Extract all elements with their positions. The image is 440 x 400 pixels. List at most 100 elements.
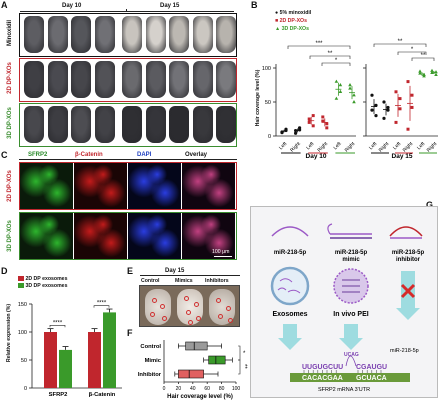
header-overlay: Overlay xyxy=(185,152,208,158)
block-x-icon xyxy=(400,283,416,299)
legend-swatch-3d xyxy=(18,283,24,289)
mouse-photo xyxy=(94,106,115,143)
data-point xyxy=(382,116,386,120)
day10-label: Day 10 xyxy=(306,153,327,160)
x-axis-label: Hair coverage level (%) xyxy=(167,394,233,400)
data-point xyxy=(307,120,311,124)
microscopy-image xyxy=(182,213,235,259)
data-point xyxy=(338,83,343,87)
data-point xyxy=(418,69,422,73)
data-point xyxy=(370,108,374,112)
y-tick-label: 100 xyxy=(262,66,271,72)
x-tick-label: Right xyxy=(378,141,391,154)
y-tick-label: Mimic xyxy=(145,358,162,364)
microscopy-image xyxy=(74,213,127,259)
significance-label: * xyxy=(243,351,246,357)
col-inhibitors: Inhibitors xyxy=(205,278,229,284)
mouse-photo xyxy=(169,61,189,98)
sig-bracket xyxy=(238,345,241,361)
y-tick-label: 0 xyxy=(24,386,27,392)
sig-bracket xyxy=(93,305,110,308)
mrna-strand xyxy=(290,373,410,382)
header-bcatenin: β-Catenin xyxy=(75,152,103,158)
mirna-hairpin xyxy=(271,226,309,237)
data-point xyxy=(410,105,414,109)
x-tick-label: 60 xyxy=(204,386,210,392)
significance-label: * xyxy=(335,58,338,64)
mouse-control xyxy=(145,289,171,325)
mouse-photo xyxy=(216,16,236,53)
hair-spot-marker xyxy=(194,302,199,307)
row-label-minoxidil: Minoxidil xyxy=(7,20,13,46)
bar xyxy=(44,332,57,388)
panel-e-label: E xyxy=(127,266,134,276)
data-point xyxy=(386,108,390,112)
sig-bracket xyxy=(397,51,427,55)
data-point xyxy=(422,72,426,76)
y-tick-label: 50 xyxy=(21,358,27,364)
panel-g-label: G xyxy=(426,200,434,210)
x-tick-label: 0 xyxy=(163,386,166,392)
hair-spot-marker xyxy=(184,296,189,301)
data-point xyxy=(398,107,402,111)
arrow-pei-icon xyxy=(339,324,363,350)
data-point xyxy=(280,131,284,135)
mouse-photo xyxy=(192,16,213,53)
col-control: Control xyxy=(141,278,160,284)
y-tick-label: Inhibitor xyxy=(138,372,162,378)
row-label-2d: 2D DP-XOs xyxy=(7,62,13,94)
hair-spot-marker xyxy=(186,310,191,315)
microscopy-image xyxy=(74,163,127,209)
microscopy-image xyxy=(128,163,181,209)
x-tick-label: Right xyxy=(289,141,302,154)
data-point xyxy=(325,122,329,126)
x-tick-label: Left xyxy=(305,141,316,152)
col-g-mir: miR-218-5p xyxy=(274,250,307,256)
sig-bracket xyxy=(309,55,351,59)
arrow-inhibitor-icon xyxy=(396,271,420,320)
scale-bar-label: 100 μm xyxy=(212,249,230,255)
mouse-photo xyxy=(169,106,189,143)
legend-3d: 3D DP-XOs xyxy=(281,26,309,32)
data-point xyxy=(406,127,410,131)
panel-b-label: B xyxy=(251,0,258,10)
mouse-photo xyxy=(192,61,213,98)
legend-minoxidil: 5% minoxidil xyxy=(279,10,312,16)
x-tick-label: 20 xyxy=(176,386,182,392)
col-g-inhib-2: inhibitor xyxy=(396,257,421,263)
header-dapi: DAPI xyxy=(137,152,152,158)
data-point xyxy=(294,131,298,135)
inhibitor-strand xyxy=(389,226,423,239)
x-tick-label: 40 xyxy=(190,386,196,392)
y-tick-label: Control xyxy=(140,344,161,350)
data-point xyxy=(434,70,438,74)
panel-a-day15: Day 15 xyxy=(160,3,180,9)
bar xyxy=(88,332,101,388)
data-point xyxy=(338,89,343,93)
box xyxy=(208,355,226,365)
x-tick-label: SFRP2 xyxy=(49,392,68,398)
data-point xyxy=(334,96,339,100)
mouse-photo xyxy=(145,61,166,98)
exosomes-label: Exosomes xyxy=(272,311,307,318)
mouse-photo xyxy=(24,61,44,98)
box xyxy=(178,369,204,379)
x-tick-label: Left xyxy=(416,141,427,152)
data-point xyxy=(348,83,352,87)
sig-bracket xyxy=(321,62,351,66)
panel-a-label: A xyxy=(1,0,8,10)
panel-f-label: F xyxy=(127,328,133,338)
seq-top-1: UUGUGCUU xyxy=(302,364,343,371)
panel-e-title: Day 15 xyxy=(165,268,185,274)
legend-2d: 2D DP-XOs xyxy=(279,18,307,24)
col-mimics: Mimics xyxy=(175,278,193,284)
significance-label: *** xyxy=(315,41,323,47)
col-g-inhib-1: miR-218-5p xyxy=(392,250,425,256)
target-label: SFRP2 mRNA 3'UTR xyxy=(318,387,370,393)
panel-b-legend: ● 5% minoxidil ■ 2D DP-XOs ▲ 3D DP-XOs xyxy=(275,9,311,33)
data-point xyxy=(348,86,352,90)
hair-spot-marker xyxy=(152,298,157,303)
row-3d-frame xyxy=(19,103,237,147)
data-point xyxy=(386,105,390,110)
